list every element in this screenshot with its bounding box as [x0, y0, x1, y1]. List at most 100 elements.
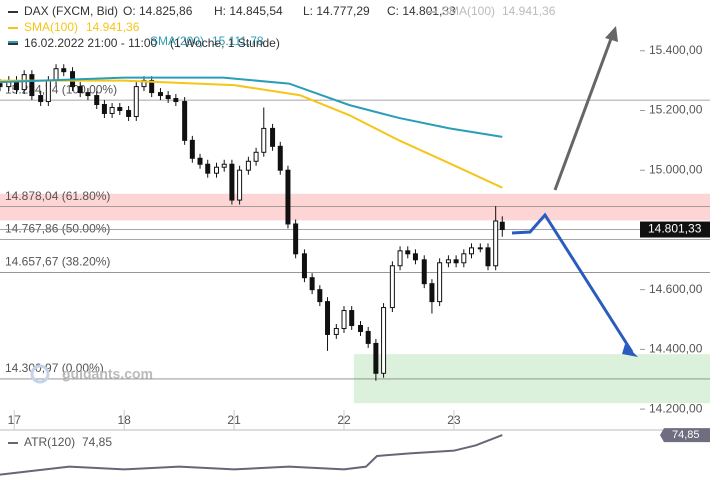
candle-body [461, 253, 467, 264]
atr-value-box [660, 428, 710, 443]
candle-body [429, 283, 435, 303]
x-tick-label: 17 [8, 413, 22, 427]
candle-body [189, 139, 195, 159]
y-tick-label: 14.200,00 [649, 401, 703, 415]
last-price-label: 14.801,33 [648, 222, 702, 236]
header-title: DAX (FXCM, Bid) [24, 4, 118, 18]
last-price-box [640, 221, 710, 238]
level-label: 14.300,97 (0.00%) [5, 361, 104, 375]
legend-value: 14.941,36 [86, 20, 140, 34]
candle-body [165, 95, 171, 100]
atr-name: ATR(120) [24, 435, 75, 449]
x-tick-label: 21 [227, 413, 241, 427]
candle-body [253, 151, 259, 162]
period: 16.02.2022 21:00 - 11:00 [24, 36, 158, 50]
level-label: 14.767,86 (50.00%) [5, 222, 110, 236]
y-tick-label: 14.600,00 [649, 282, 703, 296]
candle-body [325, 301, 331, 335]
ohlc: L: 14.777,29 [303, 4, 370, 18]
candle-body [499, 221, 505, 231]
candle-body [389, 265, 395, 309]
candle-body [229, 163, 235, 201]
candle-body [469, 247, 475, 255]
ohlc: O: 14.825,86 [123, 4, 193, 18]
candle-body [285, 169, 291, 225]
watermark: guidants.com [62, 366, 153, 382]
candle-body [301, 253, 307, 279]
candle-body [349, 310, 355, 326]
candle-body [205, 163, 211, 174]
arrow-head [605, 26, 618, 42]
candle-body [317, 289, 323, 303]
candle-body [293, 223, 299, 255]
y-tick-label: 15.400,00 [649, 43, 703, 57]
candle-body [29, 74, 35, 97]
candle-body [341, 310, 347, 329]
candle-body [261, 127, 267, 153]
candle-body [133, 86, 139, 117]
candle-body [453, 259, 459, 264]
sma-line [0, 79, 503, 189]
y-tick-label: 15.200,00 [649, 103, 703, 117]
y-tick-label: 14.400,00 [649, 342, 703, 356]
candle-body [0, 83, 3, 88]
candle-body [77, 86, 83, 94]
candle-body [117, 107, 123, 111]
candle-body [412, 253, 418, 261]
candle-body [94, 95, 100, 106]
ohlc: C: 14.801,33 [387, 4, 456, 18]
candle-body [214, 166, 220, 174]
candle-body [357, 324, 363, 332]
level-label: 14.657,67 (38.20%) [5, 255, 110, 269]
candle-body [445, 259, 451, 264]
sma-line [0, 76, 503, 138]
x-tick-label: 18 [118, 413, 132, 427]
candle-body [245, 160, 251, 171]
legend-inactive-value: 14.941,36 [502, 4, 556, 18]
candle-body [45, 80, 51, 103]
ohlc: H: 14.845,54 [214, 4, 283, 18]
forecast-arrow-down [511, 212, 634, 353]
forecast-arrow-up [553, 35, 614, 191]
level-label: 14.878,04 (61.80%) [5, 189, 110, 203]
candle-body [405, 250, 411, 255]
candle-body [333, 327, 339, 335]
atr-value: 74,85 [82, 435, 112, 449]
candle-body [157, 92, 163, 97]
atr-line [0, 434, 503, 476]
atr-value-label: 74,85 [672, 429, 700, 441]
candle-body [397, 250, 403, 267]
backgrounds: 15.234,74 (100.00%)14.878,04 (61.80%)14.… [0, 82, 710, 404]
candle-body [173, 98, 179, 103]
logo [30, 364, 50, 384]
candle-body [38, 95, 44, 103]
candle-body [126, 109, 132, 117]
candle-body [85, 92, 91, 97]
plot: 15.400,00 15.200,00 15.000,00 14.600,00 14.4… [0, 43, 710, 476]
candle-body [365, 330, 371, 344]
legend-name: SMA(100) [24, 20, 78, 34]
candle-body [493, 220, 499, 267]
candle-body [421, 259, 427, 285]
candle-body [477, 247, 483, 250]
x-tick-label: 22 [337, 413, 351, 427]
zone [0, 193, 710, 221]
header: SMA(100) 14.941,36 SMA(200) 15.111,78 DAX (F… [8, 4, 556, 50]
candle-body [237, 169, 243, 201]
candle-body [149, 80, 155, 94]
candle-body [61, 68, 67, 73]
range: (1 Woche, 1 Stunde) [170, 36, 280, 50]
candle-body [197, 157, 203, 165]
candle-body [101, 104, 107, 114]
candle-body [309, 277, 315, 291]
legend-value: 15.111,78 [212, 34, 264, 48]
candle-body [221, 163, 227, 168]
legend-name: SMA(200) [150, 34, 204, 48]
candle-body [109, 107, 115, 114]
x-tick-label: 23 [447, 413, 461, 427]
candle-body [373, 342, 379, 374]
y-tick-label: 15.000,00 [649, 162, 703, 176]
arrow-head [622, 344, 638, 357]
legend-inactive: SMA(100) [441, 4, 495, 18]
